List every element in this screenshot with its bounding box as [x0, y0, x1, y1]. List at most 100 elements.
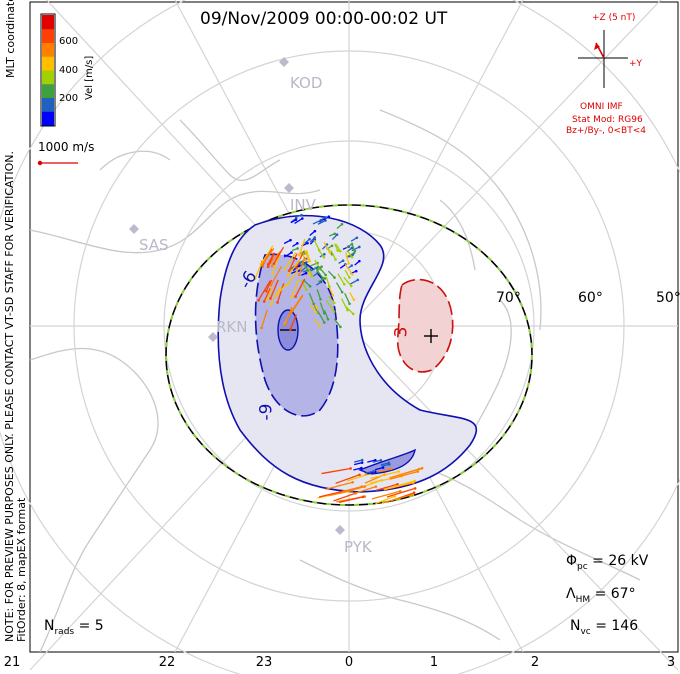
velocity-vector — [260, 309, 268, 329]
velocity-vector — [371, 490, 401, 500]
velocity-vector — [345, 306, 354, 315]
mlt-label-22: 22 — [158, 655, 176, 670]
mlt-label-2: 2 — [530, 655, 540, 670]
velocity-vector — [389, 470, 419, 480]
colorbar-tick-600: 600 — [59, 36, 79, 47]
lambda-symbol: Λ — [566, 586, 576, 602]
station-sas: SAS — [139, 236, 169, 254]
velocity-vector — [382, 494, 413, 504]
velocity-vector — [288, 253, 298, 271]
velocity-vector — [291, 278, 300, 298]
velocity-vector — [323, 241, 331, 253]
colorbar-label: Vel [m/s] — [84, 55, 95, 100]
velocity-vector — [298, 238, 306, 256]
velocity-vector — [349, 292, 355, 301]
plot-frame — [29, 1, 679, 653]
mlt-label-1: 1 — [429, 655, 439, 670]
velocity-vector — [317, 249, 325, 258]
scale-vector-label: 1000 m/s — [38, 140, 95, 154]
velocity-vector — [265, 279, 273, 292]
velocity-vector — [330, 250, 337, 260]
velocity-vector — [283, 252, 292, 258]
velocity-vector — [329, 233, 335, 237]
colorbar-segment — [42, 70, 54, 85]
fit-order-note: FitOrder: 8, mapEX format — [15, 497, 28, 642]
velocity-vector — [312, 272, 319, 277]
mlt-label-3: 3 — [666, 655, 676, 670]
velocity-vector — [283, 239, 291, 245]
velocity-vector — [261, 247, 275, 266]
velocity-vector — [275, 283, 288, 296]
velocity-vector — [341, 485, 362, 493]
velocity-vector — [257, 280, 271, 301]
velocity-vector — [344, 269, 350, 278]
velocity-vector — [266, 286, 273, 300]
velocity-vector — [289, 314, 297, 330]
map-title: 09/Nov/2009 00:00-00:02 UT — [200, 9, 448, 29]
velocity-vector — [294, 214, 302, 218]
colorbar-segment — [42, 56, 54, 71]
velocity-vector — [333, 492, 356, 502]
velocity-vector — [267, 252, 275, 265]
colorbar-segment — [42, 42, 54, 57]
velocity-vector — [375, 495, 395, 505]
velocity-vector — [317, 219, 326, 225]
mlt-label-23: 23 — [255, 655, 273, 670]
radar-count: Nrads = 5 — [44, 618, 104, 637]
coordinate-system-label: MLT coordinates — [4, 0, 17, 78]
velocity-vector — [372, 459, 382, 463]
velocity-vector — [260, 245, 274, 265]
negative-potential-tail — [358, 448, 416, 475]
velocity-vector — [300, 280, 308, 291]
velocity-vector — [325, 276, 330, 287]
velocity-vector — [338, 496, 364, 504]
velocity-vector — [318, 490, 345, 498]
station-kod: KOD — [290, 74, 323, 92]
phi-symbol: Φ — [566, 553, 578, 569]
station-rkn: RKN — [216, 318, 248, 336]
scale-vector — [37, 160, 78, 166]
imf-condition: Bz+/By-, 0<BT<4 — [566, 126, 646, 136]
velocity-vector — [351, 246, 360, 252]
velocity-vector — [314, 266, 324, 279]
velocity-vector — [308, 268, 313, 277]
velocity-vector — [344, 263, 353, 275]
velocity-vector — [320, 216, 327, 221]
latitude-label-70: 70° — [496, 290, 521, 306]
velocity-vector — [316, 289, 322, 300]
imf-y-axis-label: +Y — [629, 59, 643, 69]
velocity-vector — [331, 234, 338, 241]
station-pyk: PYK — [344, 538, 372, 556]
phi-subscript: pc — [577, 561, 588, 572]
station-markers — [129, 57, 345, 535]
velocity-vector — [381, 463, 390, 468]
velocity-vector — [283, 252, 297, 270]
velocity-colorbar — [40, 13, 56, 127]
velocity-vector — [328, 295, 335, 304]
velocity-vector — [350, 237, 358, 242]
velocity-vector — [270, 266, 282, 286]
nvc-symbol: N — [570, 618, 581, 634]
hm-boundary-latitude: ΛHM = 67° — [566, 586, 636, 605]
velocity-vectors — [253, 213, 424, 505]
velocity-vector — [312, 219, 322, 225]
velocity-vector — [376, 483, 398, 491]
velocity-vector — [365, 470, 374, 474]
positive-potential-cell — [396, 278, 454, 373]
colorbar-segment — [42, 111, 54, 126]
velocity-vector — [308, 292, 315, 305]
latitude-label-50: 50° — [656, 290, 680, 306]
colorbar-segment — [42, 15, 54, 30]
velocity-vector — [291, 247, 298, 252]
stat-model: Stat Mod: RG96 — [572, 115, 643, 125]
lambda-subscript: HM — [575, 594, 591, 605]
velocity-vector — [344, 293, 351, 305]
velocity-vector — [345, 243, 353, 249]
velocity-vector — [290, 219, 297, 224]
velocity-vector — [346, 250, 353, 258]
velocity-vector — [345, 252, 350, 264]
velocity-vector — [334, 243, 339, 251]
velocity-vector — [309, 237, 316, 243]
nvc-value: = 146 — [595, 618, 639, 634]
